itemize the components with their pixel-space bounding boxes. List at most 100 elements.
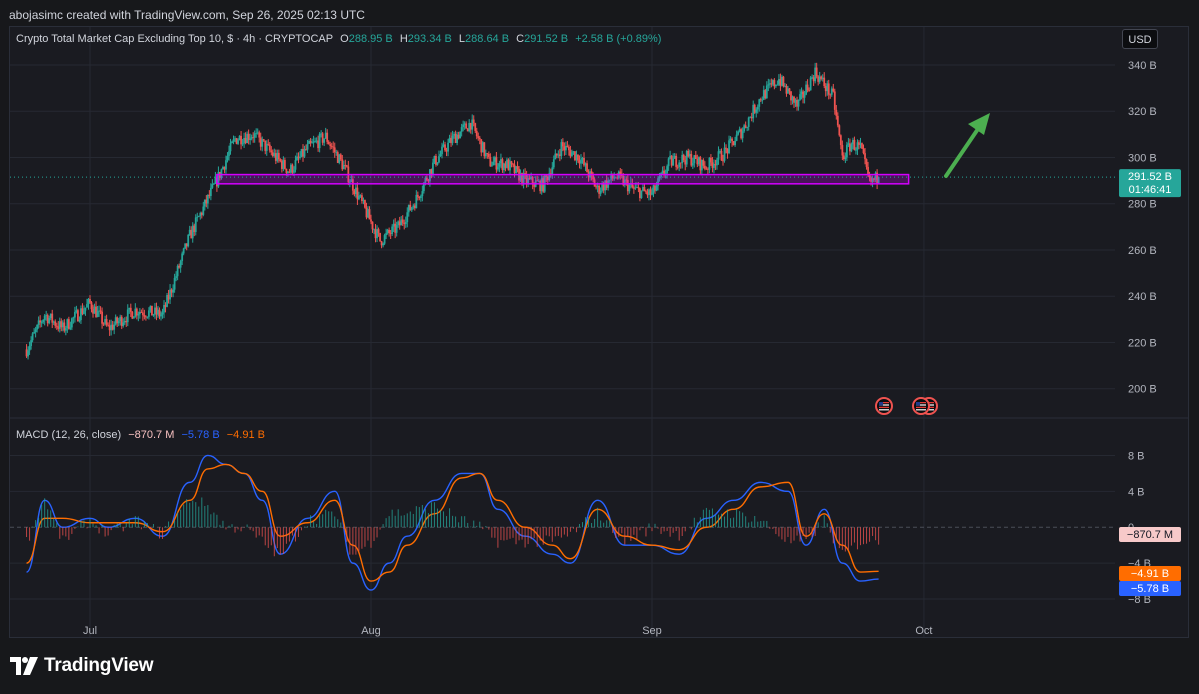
candle-up xyxy=(406,212,409,223)
candle-up xyxy=(448,137,451,143)
candle-down xyxy=(714,164,717,166)
candle-down xyxy=(740,129,743,139)
candle-up xyxy=(228,151,230,157)
candle-up xyxy=(410,207,413,211)
candle-up xyxy=(765,85,768,99)
candle-down xyxy=(835,109,838,116)
candle-up xyxy=(877,177,880,184)
candle-up xyxy=(362,200,365,201)
macd-hist-bar-up xyxy=(470,526,472,528)
candle-up xyxy=(648,189,650,196)
chart-frame[interactable] xyxy=(9,26,1189,638)
candle-down xyxy=(622,175,625,186)
candle-down xyxy=(398,221,401,226)
last-price-badge xyxy=(1119,169,1181,198)
candle-down xyxy=(563,146,566,151)
macd-hist-bar-down xyxy=(651,527,653,532)
tradingview-logo[interactable]: TradingView xyxy=(10,655,154,677)
macd-hist-bar-down xyxy=(527,527,529,545)
candle-up xyxy=(439,154,442,157)
symbol-title[interactable]: Crypto Total Market Cap Excluding Top 10… xyxy=(16,33,334,45)
macd-title[interactable]: MACD (12, 26, close) xyxy=(16,429,122,441)
candle-down xyxy=(120,316,123,326)
candle-up xyxy=(791,96,794,101)
candle-up xyxy=(367,209,369,218)
candle-up xyxy=(490,165,493,167)
candle-down xyxy=(586,163,588,173)
macd-hist-bar-up xyxy=(388,516,390,528)
macd-hist-bar-up xyxy=(219,524,221,528)
candle-up xyxy=(290,164,292,173)
macd-hist-bar-up xyxy=(464,516,466,528)
macd-hist-bar-down xyxy=(291,527,293,536)
candle-down xyxy=(625,179,628,181)
macd-hist-bar-down xyxy=(509,527,511,539)
candle-down xyxy=(790,91,792,101)
macd-hist-bar-down xyxy=(225,527,227,530)
open-value: 288.95 B xyxy=(348,33,393,45)
macd-hist-bar-up xyxy=(192,500,194,528)
macd-hist-bar-down xyxy=(86,527,88,529)
candle-up xyxy=(758,99,761,107)
candle-down xyxy=(208,194,211,196)
candle-up xyxy=(844,157,847,159)
candle-up xyxy=(194,217,197,233)
candle-down xyxy=(838,125,841,136)
macd-hist-bar-down xyxy=(488,527,490,530)
macd-hist-bar-up xyxy=(231,524,233,528)
candle-down xyxy=(143,315,146,317)
candle-down xyxy=(469,123,472,130)
macd-hist-bar-up xyxy=(180,509,182,528)
candle-down xyxy=(268,144,271,151)
macd-hist-bar-up xyxy=(322,514,324,528)
candle-down xyxy=(95,306,97,318)
macd-hist-bar-up xyxy=(307,526,309,528)
candle-down xyxy=(501,159,504,171)
candle-up xyxy=(296,156,298,161)
currency-button[interactable]: USD xyxy=(1122,29,1158,49)
candle-down xyxy=(477,136,480,138)
candle-down xyxy=(516,166,519,169)
macd-hist-bar-down xyxy=(122,527,124,532)
candle-up xyxy=(256,132,259,134)
macd-hist-bar-up xyxy=(591,523,593,528)
macd-hist-bar-down xyxy=(672,527,674,533)
candle-down xyxy=(853,139,856,151)
candle-up xyxy=(497,166,499,170)
candle-up xyxy=(741,131,744,139)
candle-down xyxy=(861,143,863,149)
candle-down xyxy=(827,83,830,95)
macd-hist-bar-up xyxy=(165,526,167,528)
macd-hist-bar-down xyxy=(799,527,801,542)
candle-down xyxy=(487,153,490,157)
macd-hist-bar-down xyxy=(237,527,239,530)
price-axis-tick: 200 B xyxy=(1128,384,1157,396)
candle-down xyxy=(235,138,238,144)
macd-hist-bar-down xyxy=(639,527,641,531)
macd-hist-bar-down xyxy=(149,527,151,529)
candle-up xyxy=(436,162,439,165)
macd-hist-bar-up xyxy=(479,521,481,528)
candle-down xyxy=(711,162,714,168)
candle-up xyxy=(37,320,40,325)
macd-hist-bar-up xyxy=(334,516,336,528)
flag-stripe xyxy=(879,404,889,406)
candle-up xyxy=(110,324,113,331)
candle-up xyxy=(503,163,505,171)
candle-down xyxy=(569,150,572,157)
macd-hist-bar-up xyxy=(449,508,451,528)
candle-down xyxy=(247,133,250,141)
close-label: C xyxy=(516,33,525,45)
candle-up xyxy=(412,205,415,208)
candle-down xyxy=(341,159,344,170)
macd-hist-bar-down xyxy=(878,527,880,545)
candle-up xyxy=(209,187,212,196)
macd-hist-bar-up xyxy=(125,523,127,528)
candle-up xyxy=(752,104,755,119)
candle-down xyxy=(842,155,845,159)
candle-down xyxy=(646,192,649,196)
candle-up xyxy=(717,151,720,160)
candle-down xyxy=(611,173,614,179)
candle-up xyxy=(767,84,770,86)
